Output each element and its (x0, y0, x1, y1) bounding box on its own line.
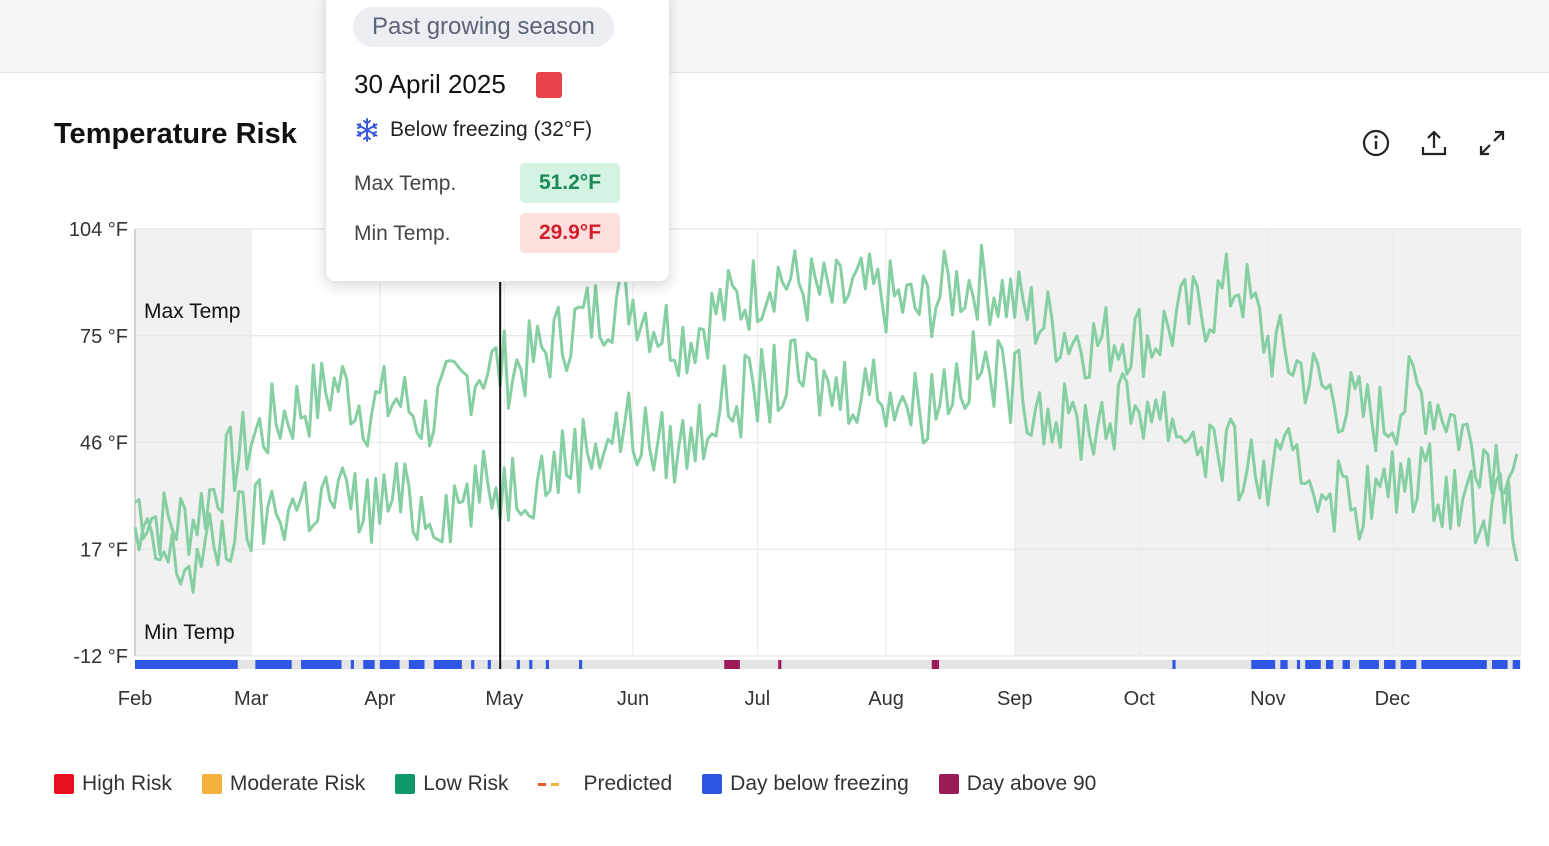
legend-low-risk[interactable]: Low Risk (395, 772, 508, 796)
legend-day-above-90[interactable]: Day above 90 (938, 772, 1097, 796)
freezing-day-mark (545, 660, 549, 669)
tooltip-date: 30 April 2025 (354, 69, 506, 99)
high-risk-swatch (54, 774, 74, 794)
freezing-day-mark (1280, 660, 1288, 669)
freezing-day-mark (255, 660, 292, 669)
freezing-day-mark (1325, 660, 1334, 669)
risk-indicator (536, 72, 562, 98)
legend-label: Day above 90 (966, 772, 1097, 795)
freeze-row: Below freezing (32°F) (354, 117, 592, 143)
freezing-day-swatch (702, 774, 723, 794)
chart-title: Temperature Risk (54, 118, 297, 150)
legend-label: High Risk (82, 772, 172, 795)
freeze-label: Below freezing (32°F) (390, 118, 593, 141)
x-tick-label: Nov (1250, 688, 1286, 710)
min-temp-value: 29.9°F (520, 213, 620, 253)
snowflake-icon (356, 118, 378, 142)
min-temp-line (133, 330, 1519, 594)
y-tick-label: 17 °F (80, 539, 128, 561)
freezing-day-mark (363, 660, 375, 669)
low-risk-swatch (395, 774, 416, 794)
freezing-day-mark (1342, 660, 1350, 669)
y-tick-label: -12 °F (73, 646, 128, 668)
freezing-day-mark (1400, 660, 1417, 669)
y-tick-label: 75 °F (80, 326, 128, 348)
expand-icon (1479, 130, 1505, 156)
x-tick-label: Apr (364, 688, 395, 710)
max-temp-label: Max Temp. (354, 172, 457, 195)
legend-label: Low Risk (423, 772, 509, 795)
freezing-day-mark (1512, 660, 1520, 669)
date-tooltip: Past growing season 30 April 2025 Below … (325, 0, 670, 282)
x-tick-label: Feb (118, 688, 152, 710)
day-strip-track (135, 660, 1521, 669)
legend-moderate-risk[interactable]: Moderate Risk (201, 772, 366, 796)
freezing-day-mark (1305, 660, 1321, 669)
chart-legend: High Risk Moderate Risk Low Risk Predict… (54, 772, 1126, 796)
freezing-day-mark (1172, 660, 1176, 669)
freezing-day-mark (487, 660, 491, 669)
export-icon (1421, 130, 1447, 156)
moderate-risk-swatch (201, 774, 222, 794)
hot-day-mark (931, 660, 940, 669)
freezing-day-mark (471, 660, 475, 669)
freezing-day-mark (1359, 660, 1379, 669)
legend-label: Moderate Risk (229, 772, 366, 795)
info-button[interactable] (1359, 126, 1393, 160)
predicted-dash-swatch (538, 782, 560, 786)
freezing-day-mark (350, 660, 354, 669)
freezing-day-mark (1296, 660, 1301, 669)
hot-day-mark (778, 660, 782, 669)
legend-high-risk[interactable]: High Risk (54, 772, 172, 796)
freezing-day-mark (579, 660, 583, 669)
max-temp-series-label: Max Temp (144, 300, 240, 323)
min-temp-label: Min Temp. (354, 222, 451, 245)
expand-button[interactable] (1475, 126, 1509, 160)
x-tick-label: May (485, 688, 523, 710)
max-temp-line (134, 243, 1519, 557)
freezing-day-mark (300, 660, 342, 669)
legend-predicted[interactable]: Predicted (538, 772, 672, 796)
freezing-day-mark (1251, 660, 1276, 669)
freezing-day-mark (529, 660, 533, 669)
hot-day-swatch (938, 774, 959, 794)
legend-day-below-freezing[interactable]: Day below freezing (702, 772, 909, 796)
freezing-day-mark (433, 660, 462, 669)
freezing-day-mark (408, 660, 425, 669)
legend-label: Day below freezing (730, 772, 909, 795)
y-tick-label: 46 °F (80, 433, 128, 455)
freezing-day-mark (135, 660, 238, 669)
x-tick-label: Mar (234, 688, 269, 710)
export-button[interactable] (1417, 126, 1451, 160)
x-tick-label: Dec (1375, 688, 1411, 710)
x-tick-label: Jul (745, 688, 771, 710)
freezing-day-mark (1384, 660, 1396, 669)
freezing-day-mark (1491, 660, 1508, 669)
freezing-day-mark (379, 660, 400, 669)
x-tick-label: Jun (617, 688, 649, 710)
freezing-day-mark (1421, 660, 1487, 669)
season-badge: Past growing season (353, 7, 614, 47)
x-tick-label: Aug (868, 688, 904, 710)
hot-day-mark (724, 660, 740, 669)
info-icon (1362, 129, 1390, 157)
min-temp-series-label: Min Temp (144, 621, 235, 644)
x-tick-label: Oct (1124, 688, 1156, 710)
y-tick-label: 104 °F (69, 219, 128, 241)
x-tick-label: Sep (997, 688, 1033, 710)
legend-label: Predicted (583, 772, 673, 795)
freezing-day-mark (516, 660, 520, 669)
chart-toolbar (1359, 126, 1509, 160)
max-temp-value: 51.2°F (520, 163, 620, 203)
